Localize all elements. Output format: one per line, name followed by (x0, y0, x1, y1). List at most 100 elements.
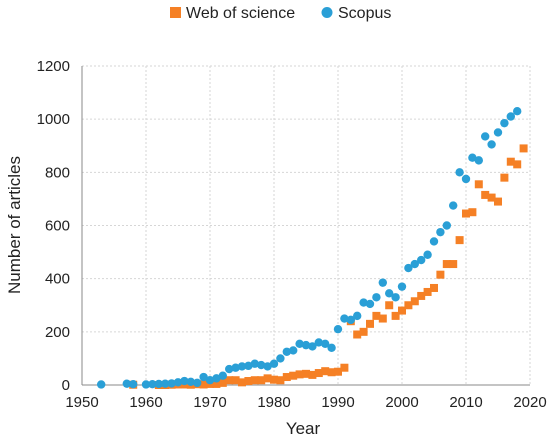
data-point-square (417, 291, 426, 300)
data-point-circle (455, 168, 464, 177)
data-point-circle (161, 379, 170, 388)
data-point-square (340, 363, 349, 372)
data-point-circle (295, 339, 304, 348)
data-point-circle (474, 156, 483, 165)
legend-marker-web-of-science (170, 7, 181, 18)
data-point-circle (346, 315, 355, 325)
data-point-circle (167, 379, 176, 388)
data-point-circle (359, 298, 368, 307)
data-point-circle (218, 371, 227, 380)
data-point-circle (237, 362, 247, 371)
data-point-square (468, 208, 477, 217)
x-tick-label: 2010 (449, 394, 482, 411)
data-point-circle (378, 278, 387, 287)
data-point-square (474, 180, 483, 189)
legend-label-web-of-science: Web of science (186, 5, 295, 22)
y-tick-label: 1000 (37, 111, 70, 128)
data-point-square (231, 376, 240, 385)
data-point-circle (449, 201, 458, 210)
data-point-circle (513, 106, 522, 116)
data-point-circle (423, 250, 432, 259)
data-point-circle (340, 314, 349, 323)
data-point-square (308, 370, 317, 379)
data-point-circle (487, 140, 496, 149)
data-point-circle (468, 153, 477, 162)
legend-marker-scopus (321, 7, 333, 18)
data-point-square (289, 371, 298, 380)
data-point-square (519, 144, 528, 153)
data-point-square (250, 376, 259, 385)
data-point-circle (417, 255, 426, 265)
data-point-square (481, 190, 490, 199)
data-point-circle (250, 359, 259, 368)
data-point-circle (321, 339, 330, 348)
data-point-square (321, 367, 330, 376)
data-point-circle (404, 263, 413, 273)
data-point-circle (365, 299, 375, 309)
data-point-circle (276, 354, 285, 363)
data-point-square (199, 380, 208, 389)
data-point-square (436, 270, 445, 279)
data-point-square (455, 236, 464, 245)
y-tick-label: 0 (62, 377, 70, 394)
data-point-circle (193, 378, 202, 388)
data-point-square (398, 306, 406, 315)
y-tick-label: 1200 (37, 58, 70, 75)
data-point-circle (506, 112, 515, 121)
data-point-square (366, 319, 374, 328)
data-point-circle (269, 359, 279, 368)
data-point-square (353, 330, 362, 339)
data-point-square (430, 283, 438, 292)
data-point-circle (263, 362, 272, 371)
data-point-circle (410, 259, 419, 269)
data-point-circle (122, 379, 131, 388)
data-point-square (327, 368, 336, 377)
data-point-circle (500, 118, 509, 128)
data-point-circle (97, 380, 106, 389)
data-point-circle (225, 364, 234, 374)
data-point-square (500, 173, 509, 182)
data-point-circle (257, 360, 266, 370)
data-point-circle (186, 377, 195, 387)
y-tick-label: 600 (45, 218, 70, 235)
data-point-square (218, 378, 227, 387)
series-scopus (97, 106, 522, 389)
data-point-square (314, 369, 323, 378)
data-point-square (244, 377, 253, 386)
data-point-square (263, 374, 272, 383)
x-tick-label: 2020 (513, 394, 546, 411)
data-point-square (270, 375, 278, 384)
data-point-square (225, 376, 234, 385)
data-point-circle (205, 376, 215, 385)
data-point-circle (461, 174, 471, 184)
data-point-circle (154, 379, 163, 389)
data-point-circle (301, 340, 311, 350)
data-point-circle (199, 372, 208, 382)
x-tick-label: 1970 (193, 394, 226, 411)
data-point-square (410, 297, 419, 306)
data-point-square (391, 311, 400, 320)
data-point-circle (493, 128, 503, 137)
data-point-square (378, 314, 387, 323)
y-axis-title: Number of articles (5, 156, 24, 294)
data-point-square (257, 376, 266, 385)
x-axis-title: Year (286, 419, 321, 438)
data-point-circle (391, 293, 400, 302)
data-point-circle (180, 376, 189, 386)
data-point-circle (429, 237, 439, 246)
data-point-square (276, 376, 285, 385)
x-tick-label: 1960 (129, 394, 162, 411)
data-point-square (359, 327, 368, 336)
data-point-circle (282, 347, 291, 356)
data-point-circle (385, 289, 394, 298)
data-point-circle (148, 380, 157, 389)
x-tick-label: 1990 (321, 394, 354, 411)
data-point-circle (314, 338, 323, 347)
data-point-square (334, 367, 342, 376)
legend-label-scopus: Scopus (338, 5, 391, 22)
data-point-circle (231, 363, 240, 372)
data-point-square (462, 209, 470, 218)
data-point-square (506, 157, 515, 166)
